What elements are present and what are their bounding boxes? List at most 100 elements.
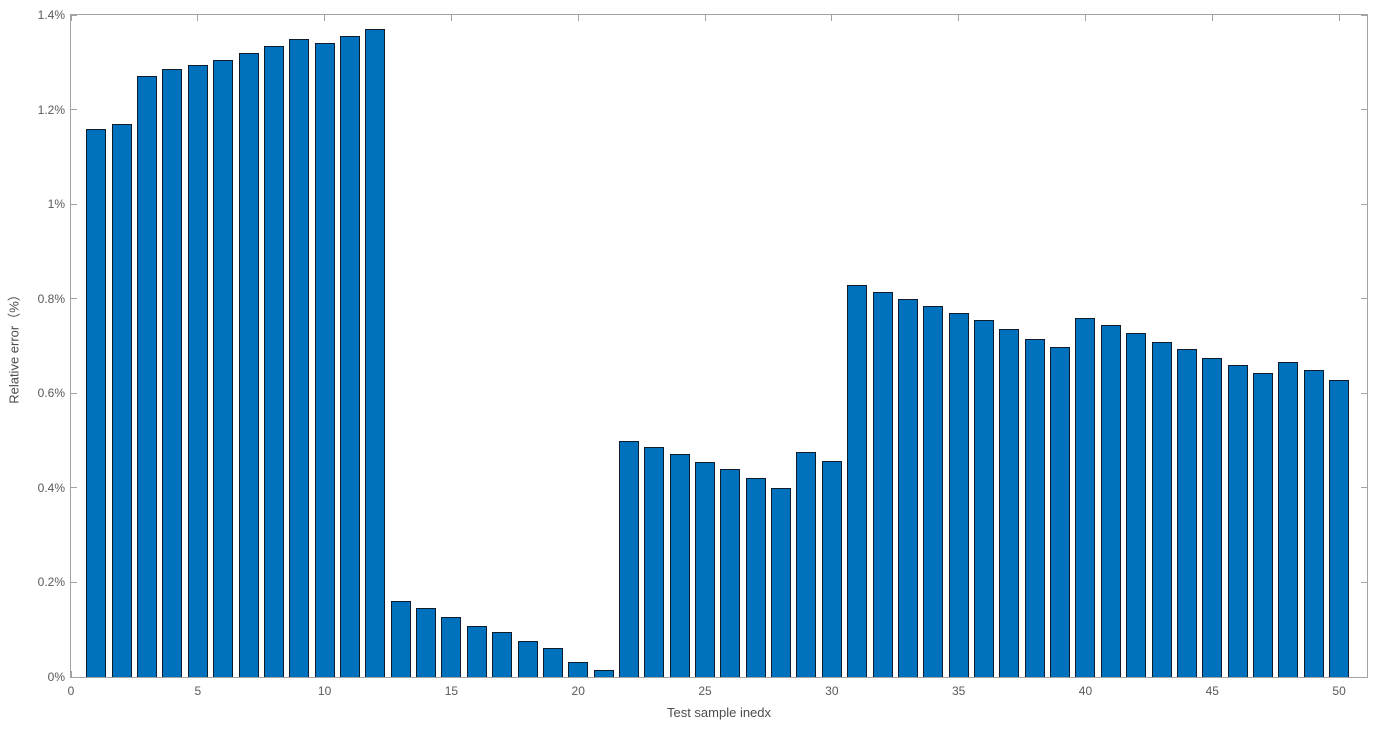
x-tick-mark-top [1211, 15, 1213, 21]
bar [669, 453, 690, 677]
x-axis-label: Test sample inedx [666, 705, 772, 720]
bar [1151, 342, 1172, 677]
bar [923, 305, 944, 677]
bar [390, 601, 411, 677]
x-tick-label: 45 [1205, 684, 1219, 698]
y-tick-mark [71, 392, 77, 394]
bar [111, 123, 132, 677]
x-tick-mark-top [577, 15, 579, 21]
x-tick-label: 25 [698, 684, 712, 698]
x-tick-mark-top [704, 15, 706, 21]
x-tick-mark [70, 671, 72, 677]
y-tick-mark-right [1361, 298, 1367, 300]
plot-area [70, 14, 1368, 678]
bar [720, 468, 741, 677]
y-tick-mark-right [1361, 14, 1367, 16]
y-axis-label: Relative error（%） [6, 288, 22, 404]
y-tick-label: 1% [47, 197, 65, 212]
x-tick-mark-top [958, 15, 960, 21]
bar [314, 43, 335, 677]
x-tick-label: 30 [825, 684, 839, 698]
y-tick-mark [71, 487, 77, 489]
y-tick-mark [71, 581, 77, 583]
x-tick-label: 50 [1332, 684, 1346, 698]
y-tick-mark-right [1361, 109, 1367, 111]
y-tick-label: 0.8% [37, 291, 65, 306]
bar [1100, 325, 1121, 677]
bar [897, 298, 918, 677]
bar [1278, 362, 1299, 677]
bar [695, 461, 716, 677]
bar [441, 617, 462, 677]
y-tick-mark [71, 14, 77, 16]
bar [974, 320, 995, 677]
x-tick-mark-top [324, 15, 326, 21]
y-tick-mark-right [1361, 392, 1367, 394]
bar [263, 45, 284, 677]
bar [492, 632, 513, 677]
y-tick-mark [71, 676, 77, 678]
bar [289, 38, 310, 677]
bar [796, 452, 817, 677]
bar [1075, 317, 1096, 677]
bar [644, 446, 665, 677]
bar [86, 128, 107, 677]
y-tick-mark-right [1361, 203, 1367, 205]
bar [1126, 333, 1147, 677]
x-tick-label: 10 [317, 684, 332, 698]
bar [872, 291, 893, 677]
bar [517, 641, 538, 677]
x-tick-label: 20 [571, 684, 585, 698]
y-tick-mark [71, 109, 77, 111]
bar [745, 478, 766, 677]
bar [1202, 357, 1223, 677]
bar [948, 312, 969, 677]
y-tick-label: 0.6% [37, 386, 65, 401]
bar [771, 487, 792, 677]
x-tick-mark-top [1084, 15, 1086, 21]
x-tick-label: 40 [1078, 684, 1093, 698]
x-tick-mark-top [450, 15, 452, 21]
bar [593, 669, 614, 677]
x-tick-label: 5 [194, 684, 202, 698]
x-tick-mark-top [1338, 15, 1340, 21]
y-tick-mark-right [1361, 676, 1367, 678]
bar [416, 608, 437, 677]
bar [339, 36, 360, 677]
x-tick-label: 0 [67, 684, 75, 698]
bar [162, 69, 183, 677]
y-tick-mark-right [1361, 581, 1367, 583]
bar [1303, 370, 1324, 677]
bar [1176, 348, 1197, 677]
x-tick-mark-top [70, 15, 72, 21]
bar [187, 64, 208, 677]
bar [213, 59, 234, 677]
x-tick-mark-top [197, 15, 199, 21]
bar [999, 328, 1020, 677]
bar [365, 29, 386, 677]
bar [568, 661, 589, 677]
x-tick-label: 35 [951, 684, 966, 698]
y-tick-mark [71, 298, 77, 300]
bar [847, 284, 868, 677]
bar [1050, 347, 1071, 677]
y-tick-label: 0.2% [37, 575, 65, 590]
y-tick-label: 1.2% [37, 102, 65, 117]
y-tick-label: 1.4% [37, 8, 65, 22]
x-tick-label: 15 [444, 684, 459, 698]
bar [1329, 380, 1350, 677]
bar [238, 52, 259, 677]
bar [137, 76, 158, 677]
y-tick-mark [71, 203, 77, 205]
bar [1253, 372, 1274, 677]
y-tick-label: 0% [47, 670, 65, 684]
bar [1024, 338, 1045, 677]
bar [466, 625, 487, 677]
bar [618, 440, 639, 677]
bar [1227, 364, 1248, 677]
y-tick-label: 0.4% [37, 480, 65, 495]
bar [542, 648, 563, 677]
y-tick-mark-right [1361, 487, 1367, 489]
x-tick-mark-top [831, 15, 833, 21]
